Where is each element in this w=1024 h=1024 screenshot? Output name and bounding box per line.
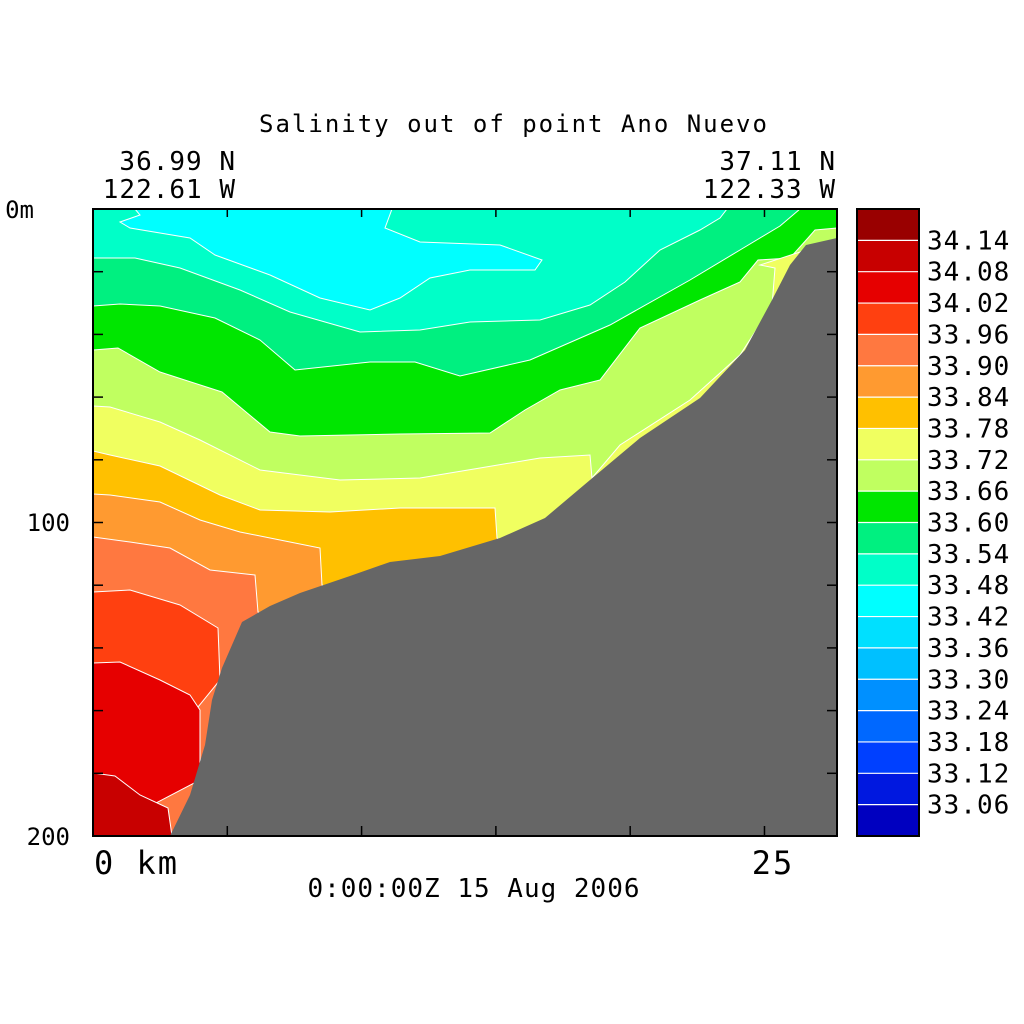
- salinity-band-34-02: [93, 772, 173, 836]
- colorbar-segments: [857, 209, 919, 837]
- colorbar-segment: [857, 365, 919, 398]
- colorbar-segment: [857, 240, 919, 273]
- colorbar-segment: [857, 397, 919, 429]
- start-longitude: 122.61 W: [103, 175, 236, 205]
- timestamp: 0:00:00Z 15 Aug 2006: [307, 874, 640, 904]
- colorbar-level-label: 34.08: [927, 258, 1010, 288]
- colorbar-level-label: 33.66: [927, 477, 1010, 507]
- colorbar-segment: [857, 522, 919, 555]
- colorbar-level-label: 33.96: [927, 320, 1010, 350]
- colorbar-segment: [857, 741, 919, 774]
- colorbar-level-label: 33.54: [927, 540, 1010, 570]
- colorbar-segment: [857, 491, 919, 523]
- colorbar-frame: [856, 208, 920, 837]
- colorbar-level-label: 33.42: [927, 603, 1010, 633]
- x-tick-25: 25: [752, 844, 795, 882]
- colorbar-level-label: 33.36: [927, 634, 1010, 664]
- colorbar-level-label: 34.14: [927, 226, 1010, 256]
- colorbar-segment: [857, 428, 919, 461]
- colorbar-level-label: 33.30: [927, 665, 1010, 695]
- colorbar-level-label: 33.24: [927, 697, 1010, 727]
- axis-ticks: [92, 208, 837, 837]
- colorbar-labels: 34.1434.0834.0233.9633.9033.8433.7833.72…: [927, 226, 1010, 821]
- colorbar-segment: [857, 271, 919, 304]
- end-latitude: 37.11 N: [719, 147, 836, 177]
- bathymetry-seabed: [170, 238, 837, 836]
- colorbar-level-label: 34.02: [927, 289, 1010, 319]
- colorbar-segment: [857, 334, 919, 367]
- colorbar-segment: [857, 679, 919, 712]
- colorbar-level-label: 33.48: [927, 571, 1010, 601]
- colorbar-segment: [857, 459, 919, 492]
- colorbar-segment: [857, 616, 919, 649]
- colorbar-level-label: 33.12: [927, 759, 1010, 789]
- colorbar-level-label: 33.90: [927, 352, 1010, 382]
- colorbar-level-label: 33.06: [927, 791, 1010, 821]
- colorbar-level-label: 33.72: [927, 446, 1010, 476]
- y-tick-200: 200: [27, 823, 70, 851]
- colorbar-level-label: 33.18: [927, 728, 1010, 758]
- end-longitude: 122.33 W: [703, 175, 836, 205]
- colorbar-level-label: 33.60: [927, 509, 1010, 539]
- y-tick-0m: 0m: [5, 196, 34, 224]
- colorbar-segment: [857, 647, 919, 680]
- x-tick-0-km: 0 km: [94, 844, 179, 882]
- colorbar-level-label: 33.78: [927, 414, 1010, 444]
- colorbar-segment: [857, 710, 919, 743]
- colorbar: 34.1434.0834.0233.9633.9033.8433.7833.72…: [856, 208, 1010, 837]
- colorbar-segment: [857, 585, 919, 618]
- colorbar-level-label: 33.84: [927, 383, 1010, 413]
- colorbar-segment: [857, 553, 919, 586]
- plot-area: [93, 209, 837, 836]
- start-latitude: 36.99 N: [119, 147, 236, 177]
- colorbar-segment: [857, 303, 919, 335]
- colorbar-segment: [857, 804, 919, 837]
- colorbar-segment: [857, 209, 919, 241]
- colorbar-segment: [857, 773, 919, 806]
- chart-title: Salinity out of point Ano Nuevo: [259, 110, 769, 138]
- y-tick-100: 100: [27, 509, 70, 537]
